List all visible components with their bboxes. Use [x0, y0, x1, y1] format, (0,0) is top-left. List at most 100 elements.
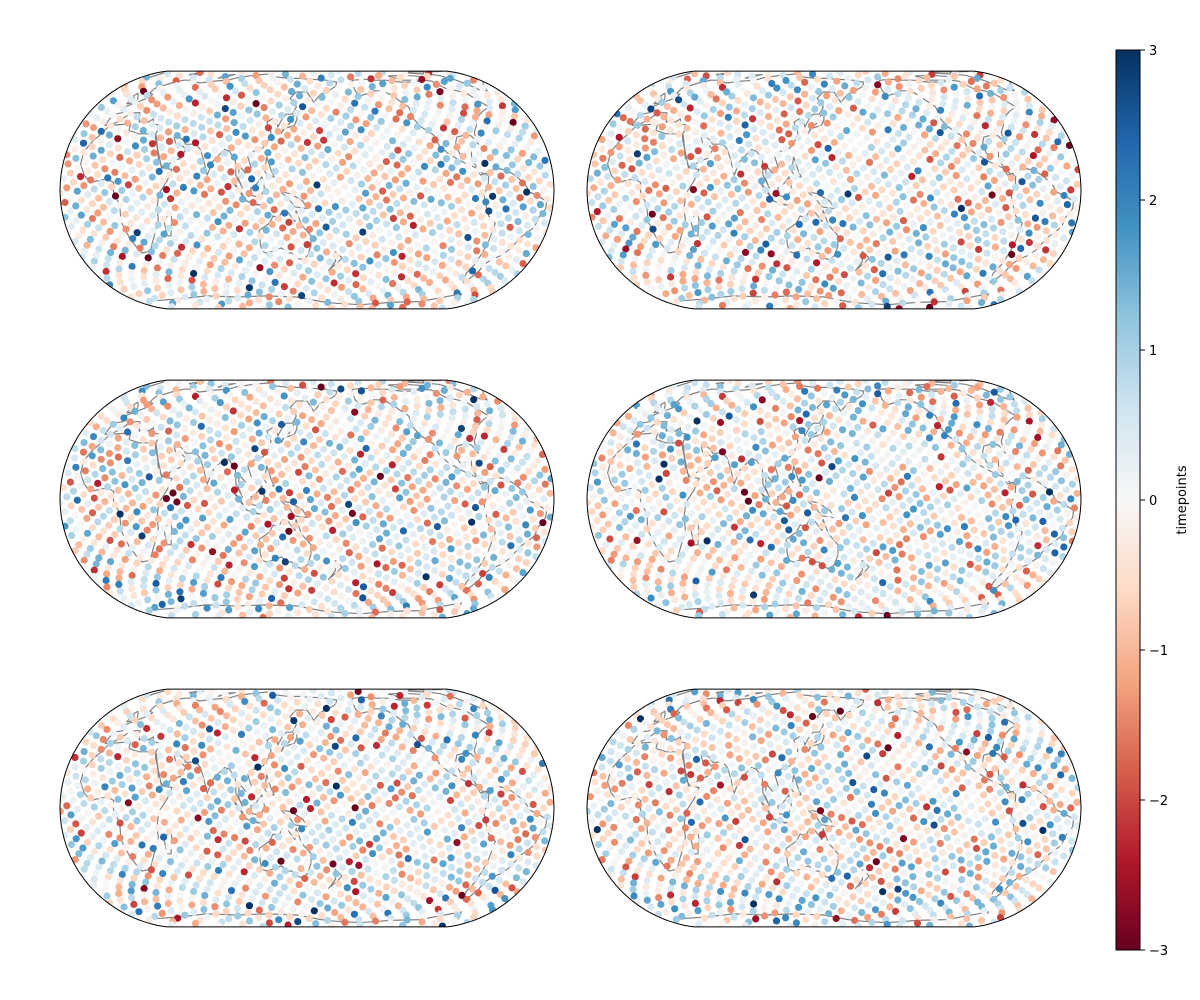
station-point [148, 439, 156, 447]
station-point [776, 508, 784, 516]
station-point [676, 226, 684, 235]
station-point [842, 475, 851, 483]
station-point [662, 160, 670, 168]
station-point [89, 263, 98, 272]
station-point [1059, 225, 1068, 233]
station-point [822, 468, 830, 476]
station-point [1007, 432, 1016, 440]
station-point [436, 101, 444, 109]
station-point [260, 104, 268, 112]
station-point [964, 145, 972, 153]
station-point [671, 232, 679, 240]
station-point [373, 448, 381, 456]
station-point [975, 554, 983, 563]
station-point [964, 454, 972, 462]
station-point [912, 414, 920, 422]
station-point [628, 165, 636, 173]
station-point [615, 509, 624, 517]
station-point [737, 254, 745, 263]
station-point [944, 501, 952, 509]
station-point [153, 573, 161, 581]
station-point [1012, 207, 1020, 215]
station-point [1004, 522, 1013, 530]
station-point [716, 418, 725, 427]
station-point [856, 526, 864, 535]
station-point [344, 88, 352, 96]
station-point [915, 461, 923, 469]
station-point [140, 280, 149, 288]
station-point [794, 442, 802, 451]
station-point [843, 254, 851, 262]
station-point [833, 432, 841, 440]
station-point [795, 182, 804, 190]
station-point [498, 547, 506, 556]
station-point [164, 402, 172, 410]
station-point [267, 133, 275, 142]
station-point [516, 236, 524, 244]
station-point [402, 536, 410, 544]
station-point [770, 204, 778, 212]
station-point [973, 383, 981, 391]
station-point [917, 84, 925, 92]
station-point [678, 551, 686, 559]
station-point [210, 254, 218, 263]
station-point [985, 206, 993, 214]
station-point [244, 95, 253, 103]
station-point [995, 494, 1003, 502]
station-point [166, 417, 174, 425]
station-point [1013, 169, 1021, 177]
station-point [610, 241, 618, 249]
station-point [685, 452, 693, 460]
station-point [977, 520, 986, 529]
station-point [390, 578, 398, 586]
station-point [486, 169, 494, 177]
station-point [251, 469, 259, 477]
station-point [424, 435, 433, 443]
station-point [460, 215, 468, 223]
station-point [823, 492, 831, 500]
station-point [816, 227, 824, 236]
station-point [221, 105, 229, 113]
station-point [744, 164, 752, 172]
station-point [922, 542, 930, 550]
station-point [144, 202, 152, 210]
station-point [446, 85, 454, 93]
station-point [832, 225, 841, 233]
station-point [840, 553, 848, 561]
station-point [807, 283, 816, 291]
station-point [285, 276, 293, 284]
station-point [876, 162, 884, 170]
station-point [350, 292, 358, 300]
station-point [783, 264, 791, 272]
station-point [942, 153, 951, 161]
station-point [906, 496, 914, 504]
station-point [685, 143, 693, 151]
station-point [607, 148, 615, 157]
station-point [406, 497, 414, 505]
station-point [987, 418, 995, 426]
station-point [658, 175, 666, 183]
station-point [850, 184, 859, 192]
station-point [495, 258, 503, 266]
station-point [329, 242, 337, 250]
station-point [256, 232, 264, 240]
station-point [88, 509, 97, 517]
station-point [178, 552, 186, 560]
station-point [69, 178, 78, 186]
station-point [788, 257, 796, 265]
station-point [942, 138, 950, 146]
station-point [268, 182, 277, 190]
station-point [896, 207, 904, 215]
station-point [692, 518, 700, 527]
station-point [658, 484, 666, 492]
station-point [771, 291, 779, 299]
station-point [417, 192, 425, 200]
station-point [1025, 417, 1033, 425]
station-point [413, 240, 421, 248]
station-point [1029, 181, 1037, 189]
station-point [318, 402, 326, 410]
station-point [667, 238, 675, 246]
station-point [133, 559, 141, 567]
station-point [332, 561, 340, 569]
station-point [775, 435, 783, 443]
